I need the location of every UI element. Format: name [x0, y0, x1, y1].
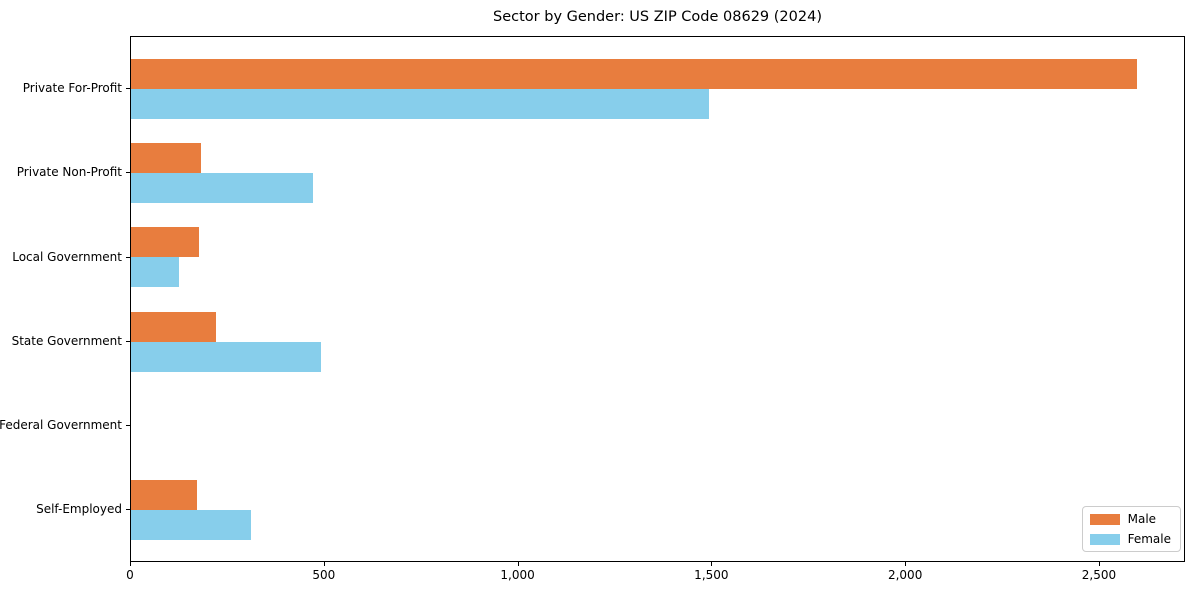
legend-entry-male: Male — [1089, 512, 1171, 526]
x-tick-label: 1,500 — [694, 568, 729, 582]
x-tick-label: 500 — [312, 568, 336, 582]
bar-female-2 — [131, 173, 313, 204]
bar-female-6 — [131, 510, 251, 541]
y-tick-mark — [126, 172, 130, 174]
bar-male-4 — [131, 311, 217, 342]
y-tick-label: Private Non-Profit — [16, 165, 122, 180]
y-tick-label: Local Government — [12, 249, 122, 264]
x-tick-label: 2,000 — [887, 568, 923, 582]
legend-label: Female — [1127, 532, 1171, 546]
y-tick-label: Private For-Profit — [22, 81, 122, 96]
y-tick-label: State Government — [11, 333, 122, 348]
bar-male-1 — [131, 59, 1137, 90]
bar-female-1 — [131, 89, 710, 120]
legend-swatch-male — [1089, 513, 1120, 525]
y-tick-mark — [126, 509, 130, 511]
x-tick-mark — [905, 562, 907, 566]
y-tick-mark — [126, 88, 130, 90]
category-row-1 — [131, 47, 1184, 131]
x-tick-mark — [130, 562, 131, 566]
y-tick-label: Federal Government — [0, 417, 122, 432]
x-tick-mark — [1098, 562, 1100, 566]
y-tick-mark — [126, 256, 130, 258]
category-row-6 — [131, 468, 1184, 552]
chart-title: Sector by Gender: US ZIP Code 08629 (202… — [493, 9, 822, 25]
x-tick-label: 1,000 — [500, 568, 535, 582]
x-tick-label: 2,500 — [1081, 568, 1117, 582]
bar-male-2 — [131, 143, 201, 174]
x-tick-label: 0 — [126, 568, 134, 582]
y-tick-label: Self-Employed — [36, 502, 122, 517]
bar-male-3 — [131, 227, 199, 258]
legend-swatch-female — [1089, 533, 1120, 545]
bar-female-4 — [131, 341, 321, 372]
plot-area: Male Female — [130, 36, 1185, 562]
y-tick-mark — [126, 424, 130, 426]
bars-container — [131, 47, 1184, 552]
bar-male-6 — [131, 480, 197, 511]
legend: Male Female — [1081, 506, 1181, 552]
category-row-3 — [131, 215, 1184, 299]
legend-entry-female: Female — [1089, 532, 1171, 546]
category-row-5 — [131, 384, 1184, 468]
bar-female-3 — [131, 257, 180, 288]
x-tick-mark — [517, 562, 519, 566]
x-tick-mark — [711, 562, 713, 566]
x-tick-mark — [323, 562, 325, 566]
y-tick-mark — [126, 340, 130, 342]
legend-label: Male — [1127, 512, 1157, 526]
category-row-2 — [131, 131, 1184, 215]
category-row-4 — [131, 300, 1184, 384]
